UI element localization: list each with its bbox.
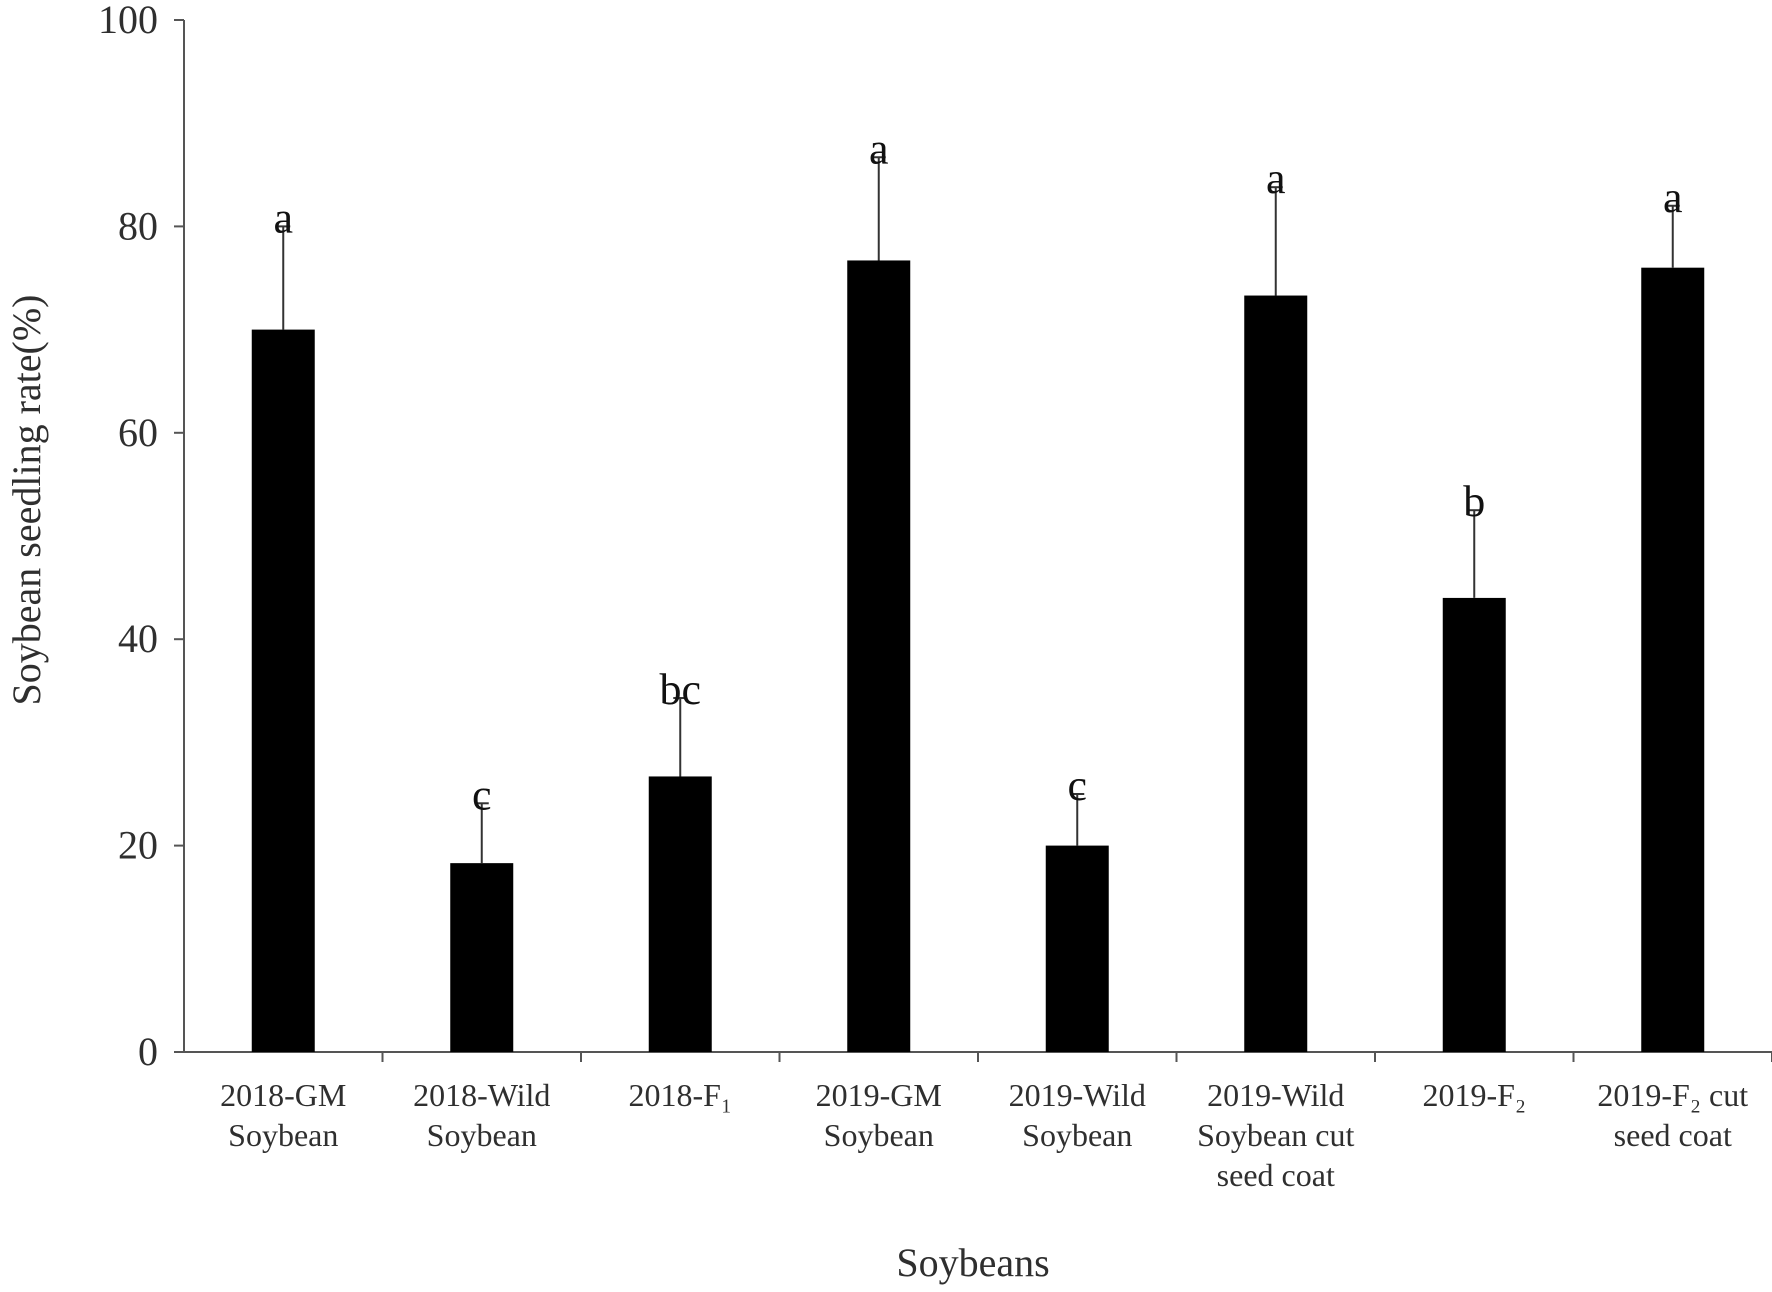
bar — [251, 329, 315, 1053]
y-axis-title: Soybean seedling rate(%) — [4, 295, 49, 706]
significance-letter: bc — [659, 665, 701, 714]
significance-letter: a — [869, 124, 889, 173]
x-tick-label: 2019-Wild Soybean — [1009, 1077, 1146, 1153]
x-axis-title: Soybeans — [896, 1240, 1049, 1285]
y-tick-label: 20 — [118, 823, 158, 868]
x-tick-label: 2019-F₂ cut seed coat — [1597, 1077, 1748, 1153]
axes: 0 20 40 60 80 100 — [98, 0, 1772, 1074]
bar — [1244, 295, 1308, 1052]
significance-letter: a — [1663, 173, 1683, 222]
bar — [450, 863, 514, 1052]
bar — [648, 776, 712, 1052]
significance-letter: c — [472, 770, 492, 819]
significance-letter: c — [1067, 761, 1087, 810]
bar — [1045, 845, 1109, 1052]
x-tick-label: 2019-GM Soybean — [816, 1077, 942, 1153]
x-tick-label: 2018-Wild Soybean — [413, 1077, 550, 1153]
significance-letter: a — [1266, 154, 1286, 203]
y-tick-label: 100 — [98, 0, 158, 42]
y-tick-label: 40 — [118, 616, 158, 661]
y-tick-label: 80 — [118, 203, 158, 248]
x-tick-label: 2019-Wild Soybean cut seed coat — [1197, 1077, 1354, 1193]
x-tick-label: 2018-GM Soybean — [220, 1077, 346, 1153]
significance-letter: b — [1463, 477, 1485, 526]
significance-letter: a — [273, 193, 293, 242]
bar — [1641, 267, 1705, 1052]
y-tick-label: 60 — [118, 410, 158, 455]
bars — [251, 156, 1705, 1053]
x-tick-label: 2018-F₁ — [628, 1077, 732, 1113]
bar — [847, 260, 911, 1052]
y-tick-label: 0 — [138, 1029, 158, 1074]
bar — [1442, 597, 1506, 1052]
x-tick-label: 2019-F₂ — [1422, 1077, 1526, 1113]
